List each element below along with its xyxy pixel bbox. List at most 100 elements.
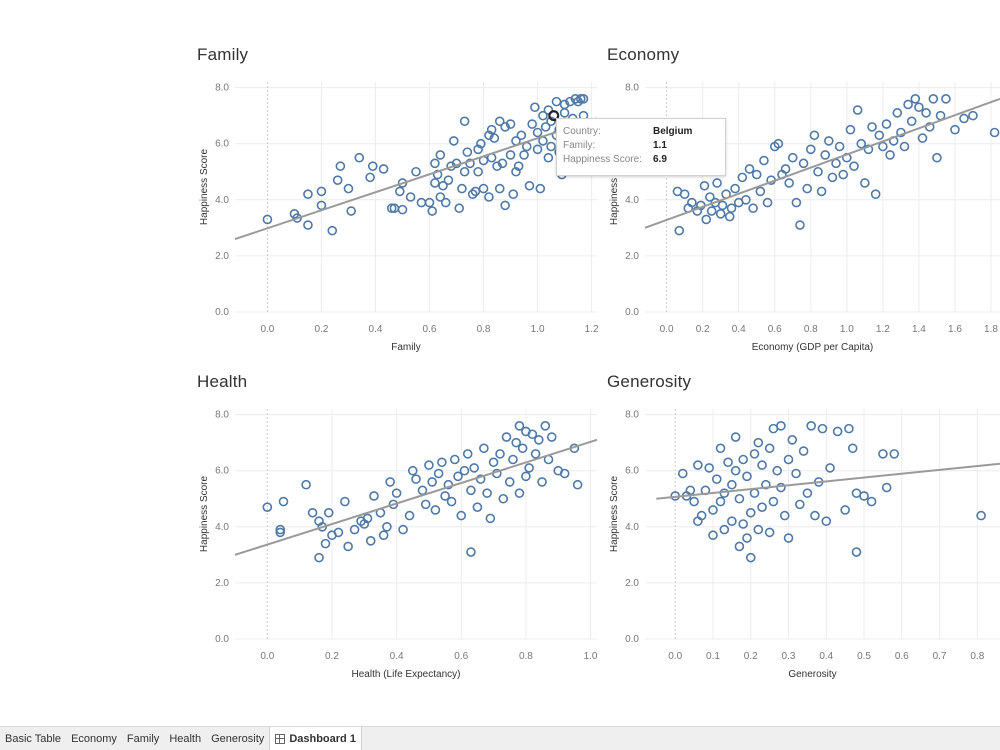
data-point[interactable] (878, 449, 888, 459)
data-point[interactable] (910, 94, 921, 104)
data-point[interactable] (976, 510, 986, 521)
data-point[interactable] (459, 116, 470, 127)
data-point[interactable] (708, 530, 718, 541)
data-point[interactable] (524, 180, 535, 191)
data-point[interactable] (762, 197, 773, 208)
data-point[interactable] (530, 449, 541, 459)
data-point[interactable] (316, 186, 327, 197)
data-point[interactable] (705, 192, 715, 202)
data-point[interactable] (755, 186, 766, 197)
data-point[interactable] (745, 507, 756, 518)
data-point[interactable] (546, 432, 557, 442)
data-point[interactable] (701, 214, 712, 225)
data-point[interactable] (783, 454, 794, 465)
data-point[interactable] (941, 94, 951, 104)
data-point[interactable] (485, 513, 496, 524)
data-point[interactable] (340, 496, 350, 507)
data-point[interactable] (753, 437, 764, 448)
data-point[interactable] (462, 147, 473, 157)
trend-line[interactable] (656, 462, 1000, 500)
data-point[interactable] (717, 200, 728, 211)
data-point[interactable] (275, 527, 286, 538)
data-point[interactable] (917, 133, 928, 143)
data-point[interactable] (831, 158, 841, 169)
data-point[interactable] (851, 547, 862, 557)
scatter-plot-economy[interactable]: 0.02.04.06.08.00.00.20.40.60.81.01.21.41… (607, 45, 1000, 360)
data-point[interactable] (497, 158, 508, 169)
data-point[interactable] (349, 524, 360, 535)
data-point[interactable] (834, 141, 845, 152)
data-point[interactable] (411, 474, 421, 484)
data-point[interactable] (543, 105, 554, 115)
data-point[interactable] (832, 426, 843, 437)
data-point[interactable] (761, 479, 771, 490)
data-point[interactable] (303, 189, 313, 199)
scatter-plot-generosity[interactable]: 0.0 2.0 4.0 6.0 8.0 0.0 0.1 0.2 0.3 0.4 0.5 0.6 0.7 0… (607, 372, 1000, 687)
data-point[interactable] (456, 510, 467, 521)
data-point[interactable] (738, 454, 748, 465)
data-point[interactable] (457, 183, 467, 194)
data-point[interactable] (719, 488, 730, 498)
data-point[interactable] (824, 136, 834, 146)
data-point[interactable] (776, 421, 786, 431)
data-point[interactable] (486, 124, 497, 135)
data-point[interactable] (411, 166, 421, 177)
data-point[interactable] (369, 491, 379, 501)
data-point[interactable] (863, 144, 874, 155)
data-point[interactable] (521, 471, 531, 482)
data-point[interactable] (838, 169, 849, 180)
data-point[interactable] (362, 513, 373, 524)
data-point[interactable] (514, 421, 525, 431)
data-point[interactable] (484, 130, 494, 141)
data-point[interactable] (530, 102, 540, 113)
data-point[interactable] (572, 479, 583, 490)
data-point[interactable] (492, 161, 502, 171)
data-point[interactable] (827, 172, 838, 183)
data-point[interactable] (820, 150, 831, 160)
data-point[interactable] (511, 166, 521, 177)
data-point[interactable] (989, 127, 1000, 138)
data-point[interactable] (546, 141, 556, 152)
scatter-plot-health[interactable]: 0.0 2.0 4.0 6.0 8.0 0.0 0.2 0.4 0.6 0.8 1.0 Health … (197, 372, 607, 687)
data-point[interactable] (730, 432, 741, 442)
data-point[interactable] (472, 502, 483, 512)
data-point[interactable] (810, 510, 820, 521)
data-point[interactable] (508, 454, 518, 465)
data-point[interactable] (323, 507, 334, 518)
data-point[interactable] (501, 432, 512, 442)
data-point[interactable] (433, 468, 444, 479)
data-point[interactable] (430, 505, 441, 515)
data-point[interactable] (473, 144, 483, 155)
data-point[interactable] (386, 203, 397, 214)
data-point[interactable] (494, 183, 505, 194)
data-point[interactable] (813, 166, 823, 177)
trend-line[interactable] (234, 438, 598, 556)
data-point[interactable] (500, 200, 510, 211)
tab-economy[interactable]: Economy (66, 727, 122, 750)
data-point[interactable] (928, 94, 939, 104)
data-point[interactable] (809, 130, 820, 141)
data-point[interactable] (780, 164, 791, 174)
data-point[interactable] (874, 130, 885, 141)
data-point[interactable] (278, 496, 289, 507)
data-point[interactable] (546, 116, 556, 127)
data-point[interactable] (795, 499, 805, 510)
data-point[interactable] (335, 161, 346, 171)
data-point[interactable] (674, 225, 685, 236)
data-point[interactable] (881, 482, 892, 493)
data-point[interactable] (724, 211, 735, 222)
data-point[interactable] (385, 477, 395, 487)
data-point[interactable] (443, 175, 454, 185)
data-point[interactable] (424, 460, 434, 470)
data-point[interactable] (959, 113, 969, 124)
data-point[interactable] (860, 178, 870, 188)
data-point[interactable] (727, 479, 737, 490)
data-point[interactable] (462, 449, 473, 459)
data-point[interactable] (711, 474, 722, 484)
data-point[interactable] (742, 471, 752, 482)
data-point[interactable] (899, 141, 910, 152)
data-point[interactable] (679, 189, 690, 199)
data-point[interactable] (449, 136, 459, 146)
data-point[interactable] (575, 94, 586, 104)
data-point[interactable] (498, 493, 509, 504)
